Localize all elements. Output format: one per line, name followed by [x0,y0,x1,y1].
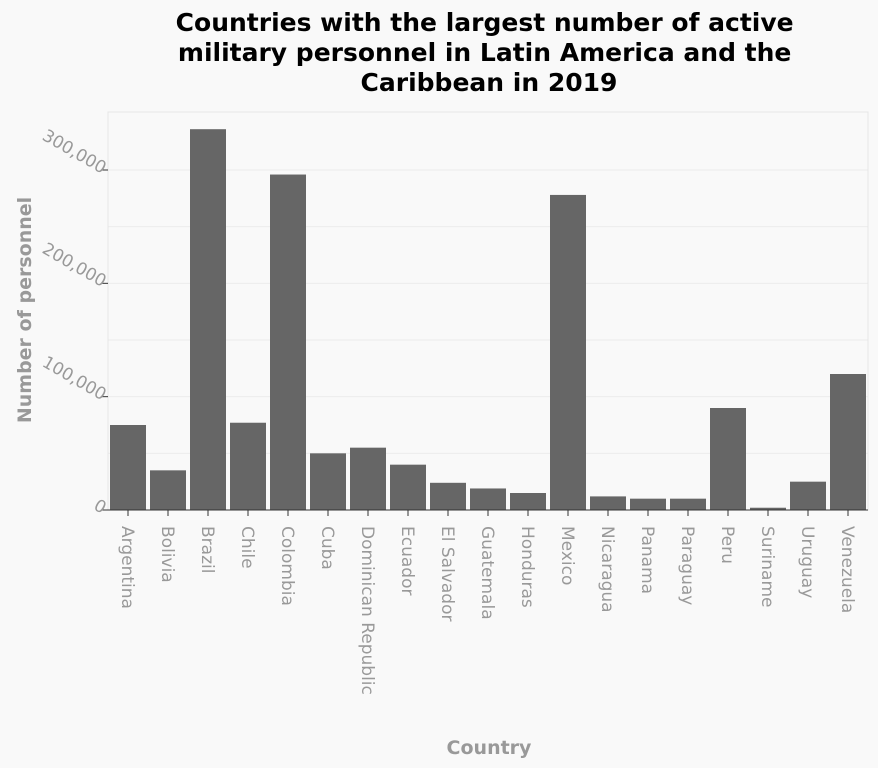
x-tick-label: Brazil [197,526,217,573]
bar-cuba [310,453,346,510]
bar-ecuador [390,464,426,510]
x-tick-label: Argentina [117,526,137,609]
x-tick-label: Cuba [317,526,337,570]
x-tick-label: Mexico [557,526,577,585]
x-tick-label: Peru [717,526,737,564]
y-tick-label: 0 [90,496,109,519]
bar-chile [230,422,266,510]
bar-paraguay [670,498,706,510]
x-tick-label: Panama [637,526,657,594]
y-ticks: 0 100,000 200,000 300,000 [39,126,110,518]
x-ticks: Argentina Bolivia Brazil Chile Colombia Cuba D… [117,510,857,695]
bar-uruguay [790,481,826,510]
x-axis-title: Country [447,737,533,759]
bar-panama [630,498,666,510]
y-axis-title: Number of personnel [14,197,36,423]
x-tick-label: Ecuador [397,526,417,595]
bar-peru [710,408,746,510]
bar-colombia [270,174,306,511]
chart-title-line-1: Countries with the largest number of act… [176,8,794,37]
x-tick-label: Chile [237,526,257,569]
chart-title-line-3: Caribbean in 2019 [361,68,618,97]
bar-honduras [510,493,546,510]
y-tick-label: 100,000 [39,353,110,405]
x-tick-label: Honduras [517,526,537,608]
chart-title-line-2: military personnel in Latin America and … [178,38,791,67]
x-tick-label: Dominican Republic [357,526,377,695]
x-tick-label: Nicaragua [597,526,617,613]
x-tick-label: Uruguay [797,526,817,598]
x-tick-label: Paraguay [677,526,697,605]
bar-suriname [750,507,786,510]
bar-bolivia [150,470,186,510]
x-tick-label: Suriname [757,526,777,608]
y-tick-label: 200,000 [39,239,110,291]
x-tick-label: Bolivia [157,526,177,583]
bar-el-salvador [430,482,466,510]
bar-nicaragua [590,496,626,510]
bar-guatemala [470,488,506,510]
bar-dominican-republic [350,447,386,510]
bar-venezuela [830,374,866,510]
chart-title: Countries with the largest number of act… [176,8,803,97]
bar-mexico [550,194,586,510]
x-tick-label: Venezuela [837,526,857,613]
x-tick-label: Guatemala [477,526,497,620]
bar-argentina [110,425,146,510]
x-tick-label: Colombia [277,526,297,606]
x-tick-label: El Salvador [437,526,457,621]
bar-brazil [190,129,226,510]
y-tick-label: 300,000 [39,126,110,178]
bars [110,129,866,511]
